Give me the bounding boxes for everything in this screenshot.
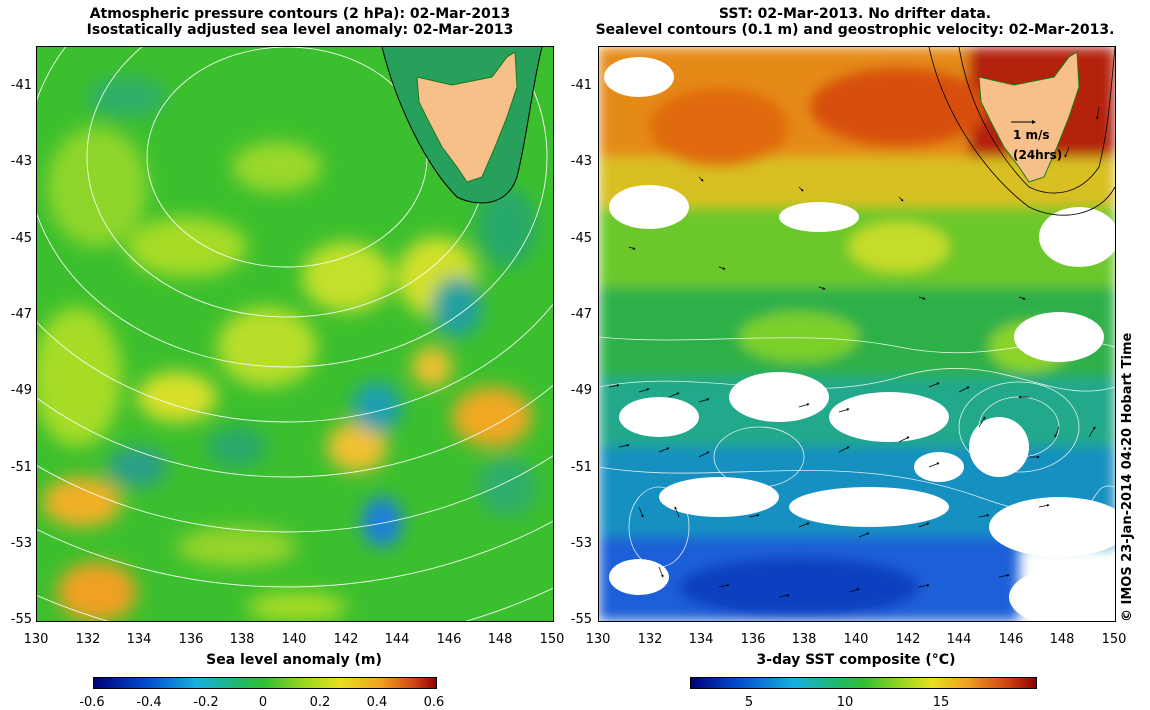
sst-colorbar-tick: 15 xyxy=(932,695,950,710)
left-y-tick: -41 xyxy=(10,78,32,93)
right-x-tick: 148 xyxy=(1049,632,1075,647)
right-title-line1: SST: 02-Mar-2013. No drifter data. xyxy=(718,6,992,22)
left-x-tick: 138 xyxy=(229,632,255,647)
sla-colorbar-tick: -0.6 xyxy=(79,695,105,710)
sla-colorbar-tick: -0.4 xyxy=(136,695,162,710)
right-y-tick: -49 xyxy=(570,383,592,398)
tasmania-land xyxy=(978,51,1080,183)
right-y-tick: -41 xyxy=(570,78,592,93)
sla-colorbar-tick: 0.6 xyxy=(423,695,445,710)
left-x-tick: 140 xyxy=(281,632,307,647)
right-x-tick: 150 xyxy=(1101,632,1127,647)
left-y-tick: -51 xyxy=(10,460,32,475)
right-title-line2: Sealevel contours (0.1 m) and geostrophi… xyxy=(595,22,1115,38)
left-y-tick: -49 xyxy=(10,383,32,398)
right-x-tick: 140 xyxy=(843,632,869,647)
sla-map xyxy=(37,47,553,621)
right-x-tick: 136 xyxy=(740,632,766,647)
right-y-tick: -51 xyxy=(570,460,592,475)
left-y-tick: -43 xyxy=(10,154,32,169)
left-x-tick: 130 xyxy=(23,632,49,647)
sst-colorbar-tick: 5 xyxy=(744,695,754,710)
right-y-tick: -47 xyxy=(570,307,592,322)
right-y-tick: -55 xyxy=(570,612,592,627)
left-title-line1: Atmospheric pressure contours (2 hPa): 0… xyxy=(89,6,511,22)
right-y-tick: -53 xyxy=(570,536,592,551)
right-x-tick: 138 xyxy=(791,632,817,647)
left-title-line2: Isostatically adjusted sea level anomaly… xyxy=(86,22,514,38)
left-y-tick: -53 xyxy=(10,536,32,551)
tasmania-land xyxy=(416,51,518,183)
sla-colorbar-tick: 0.2 xyxy=(309,695,331,710)
right-colorbar-label: 3-day SST composite (°C) xyxy=(756,652,956,668)
left-map-panel xyxy=(36,46,554,622)
left-x-tick: 142 xyxy=(333,632,359,647)
right-x-tick: 134 xyxy=(688,632,714,647)
left-colorbar-label: Sea level anomaly (m) xyxy=(206,652,382,668)
sla-colorbar-tick: 0 xyxy=(258,695,268,710)
left-x-tick: 134 xyxy=(126,632,152,647)
velocity-scale-label: 1 m/s xyxy=(1013,128,1050,142)
left-x-tick: 144 xyxy=(384,632,410,647)
right-y-tick: -43 xyxy=(570,154,592,169)
right-x-tick: 144 xyxy=(946,632,972,647)
left-x-tick: 136 xyxy=(178,632,204,647)
left-x-tick: 132 xyxy=(75,632,101,647)
left-y-tick: -55 xyxy=(10,612,32,627)
right-x-tick: 142 xyxy=(895,632,921,647)
left-x-tick: 150 xyxy=(539,632,565,647)
velocity-scale-label-24hrs: (24hrs) xyxy=(1013,148,1063,162)
right-x-tick: 130 xyxy=(585,632,611,647)
left-y-tick: -47 xyxy=(10,307,32,322)
left-x-tick: 148 xyxy=(487,632,513,647)
right-x-tick: 146 xyxy=(998,632,1024,647)
sst-map xyxy=(599,47,1115,621)
left-x-tick: 146 xyxy=(436,632,462,647)
left-y-tick: -45 xyxy=(10,231,32,246)
sst-colorbar-tick: 10 xyxy=(836,695,854,710)
sla-colorbar xyxy=(93,677,437,689)
right-x-tick: 132 xyxy=(637,632,663,647)
sla-colorbar-tick: 0.4 xyxy=(366,695,388,710)
copyright-text: © IMOS 23-Jan-2014 04:20 Hobart Time xyxy=(1120,332,1135,622)
right-map-panel xyxy=(598,46,1116,622)
sla-colorbar-tick: -0.2 xyxy=(193,695,219,710)
right-y-tick: -45 xyxy=(570,231,592,246)
sst-colorbar xyxy=(690,677,1037,689)
